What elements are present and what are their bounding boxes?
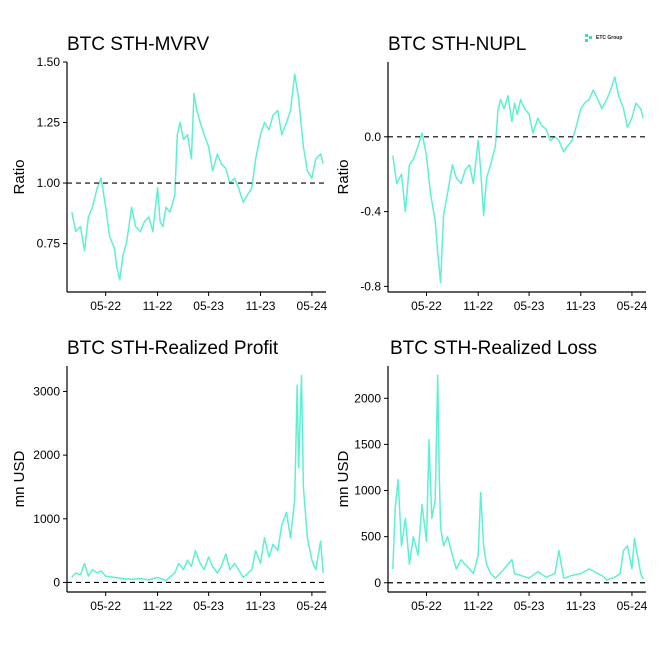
x-tick-label: 11-23 bbox=[246, 299, 276, 313]
chart-title: BTC STH-Realized Loss bbox=[390, 338, 597, 359]
x-tick-label: 05-23 bbox=[193, 299, 224, 313]
y-tick-label: 0 bbox=[374, 576, 381, 590]
brand-name: ETC Group bbox=[596, 35, 623, 41]
y-tick-label: 0.75 bbox=[37, 237, 61, 251]
x-tick-label: 11-22 bbox=[143, 599, 173, 613]
y-tick-label: 1000 bbox=[33, 512, 60, 526]
chart-title: BTC STH-MVRV bbox=[67, 34, 210, 55]
y-tick-label: 1500 bbox=[354, 437, 381, 451]
y-tick-label: 0 bbox=[53, 575, 60, 589]
x-tick-label: 05-24 bbox=[617, 599, 648, 613]
x-tick-label: 05-22 bbox=[90, 299, 121, 313]
x-tick-label: 11-23 bbox=[566, 599, 596, 613]
x-tick-label: 11-23 bbox=[246, 599, 276, 613]
chart-title: BTC STH-NUPL bbox=[388, 34, 527, 55]
x-tick-label: 05-22 bbox=[411, 599, 442, 613]
x-tick-label: 05-24 bbox=[297, 599, 328, 613]
y-tick-label: 3000 bbox=[33, 384, 60, 398]
brand-logo: ETC Group bbox=[585, 33, 622, 43]
x-tick-label: 11-23 bbox=[566, 299, 596, 313]
x-tick-label: 11-22 bbox=[463, 599, 493, 613]
y-tick-label: 2000 bbox=[33, 448, 60, 462]
series-line bbox=[392, 76, 644, 284]
x-tick-label: 05-22 bbox=[90, 599, 121, 613]
y-tick-label: 1.25 bbox=[37, 116, 61, 130]
series-line bbox=[71, 374, 324, 582]
x-tick-label: 05-24 bbox=[297, 299, 328, 313]
y-tick-label: 500 bbox=[361, 530, 381, 544]
x-tick-label: 05-24 bbox=[617, 299, 648, 313]
x-tick-label: 05-22 bbox=[411, 299, 442, 313]
x-tick-label: 05-23 bbox=[193, 599, 224, 613]
x-tick-label: 11-22 bbox=[143, 299, 173, 313]
x-tick-label: 11-22 bbox=[463, 299, 493, 313]
y-tick-label: 0.0 bbox=[364, 130, 381, 144]
y-tick-label: -0.8 bbox=[360, 279, 381, 293]
y-tick-label: 1.00 bbox=[37, 176, 61, 190]
y-axis-label: mn USD bbox=[11, 451, 28, 508]
y-axis-label: Ratio bbox=[335, 159, 352, 194]
series-line bbox=[71, 73, 324, 281]
y-tick-label: 1.50 bbox=[37, 55, 61, 69]
y-tick-label: 1000 bbox=[354, 484, 381, 498]
etc-group-logo-icon bbox=[585, 34, 593, 42]
y-axis-label: Ratio bbox=[11, 159, 28, 194]
x-tick-label: 05-23 bbox=[514, 599, 545, 613]
x-tick-label: 05-23 bbox=[514, 299, 545, 313]
chart-title: BTC STH-Realized Profit bbox=[67, 338, 279, 359]
series-line bbox=[392, 374, 644, 581]
y-tick-label: -0.4 bbox=[360, 205, 381, 219]
y-axis-label: mn USD bbox=[335, 451, 352, 508]
y-tick-label: 2000 bbox=[354, 391, 381, 405]
